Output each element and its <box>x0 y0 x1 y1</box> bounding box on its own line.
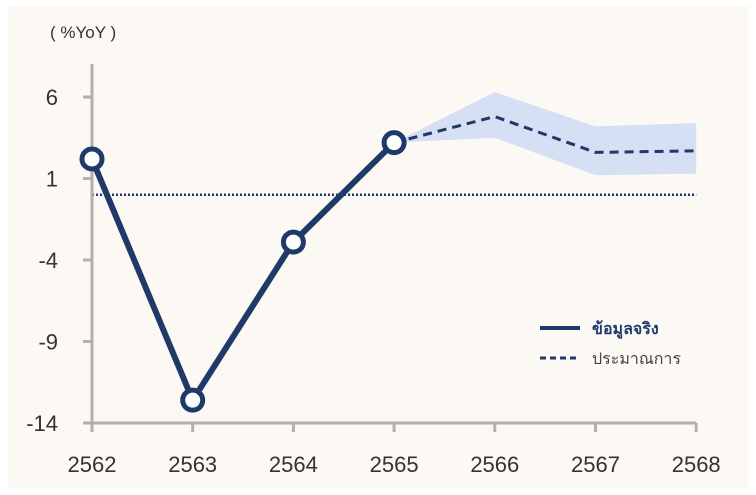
x-tick-label: 2565 <box>370 452 419 477</box>
y-tick-label: 1 <box>46 167 58 192</box>
actual-data-point <box>79 146 105 172</box>
y-tick-label: -9 <box>38 330 58 355</box>
x-tick-label: 2563 <box>168 452 217 477</box>
x-tick-label: 2567 <box>571 452 620 477</box>
actual-series-line <box>89 140 397 404</box>
y-tick-label: -14 <box>26 411 58 436</box>
x-tick-label: 2566 <box>470 452 519 477</box>
y-tick-label: 6 <box>46 85 58 110</box>
x-tick-label: 2564 <box>269 452 318 477</box>
x-tick-label: 2568 <box>672 452 721 477</box>
legend-label-actual: ข้อมูลจริง <box>592 319 659 340</box>
y-axis-unit-label: ( %YoY ) <box>50 23 116 42</box>
legend-label-forecast: ประมาณการ <box>592 349 681 368</box>
actual-data-point <box>381 130 407 156</box>
actual-data-point <box>180 387 206 413</box>
forecast-series-line <box>393 115 697 154</box>
actual-data-point <box>280 229 306 255</box>
y-tick-label: -4 <box>38 248 58 273</box>
x-tick-label: 2562 <box>68 452 117 477</box>
